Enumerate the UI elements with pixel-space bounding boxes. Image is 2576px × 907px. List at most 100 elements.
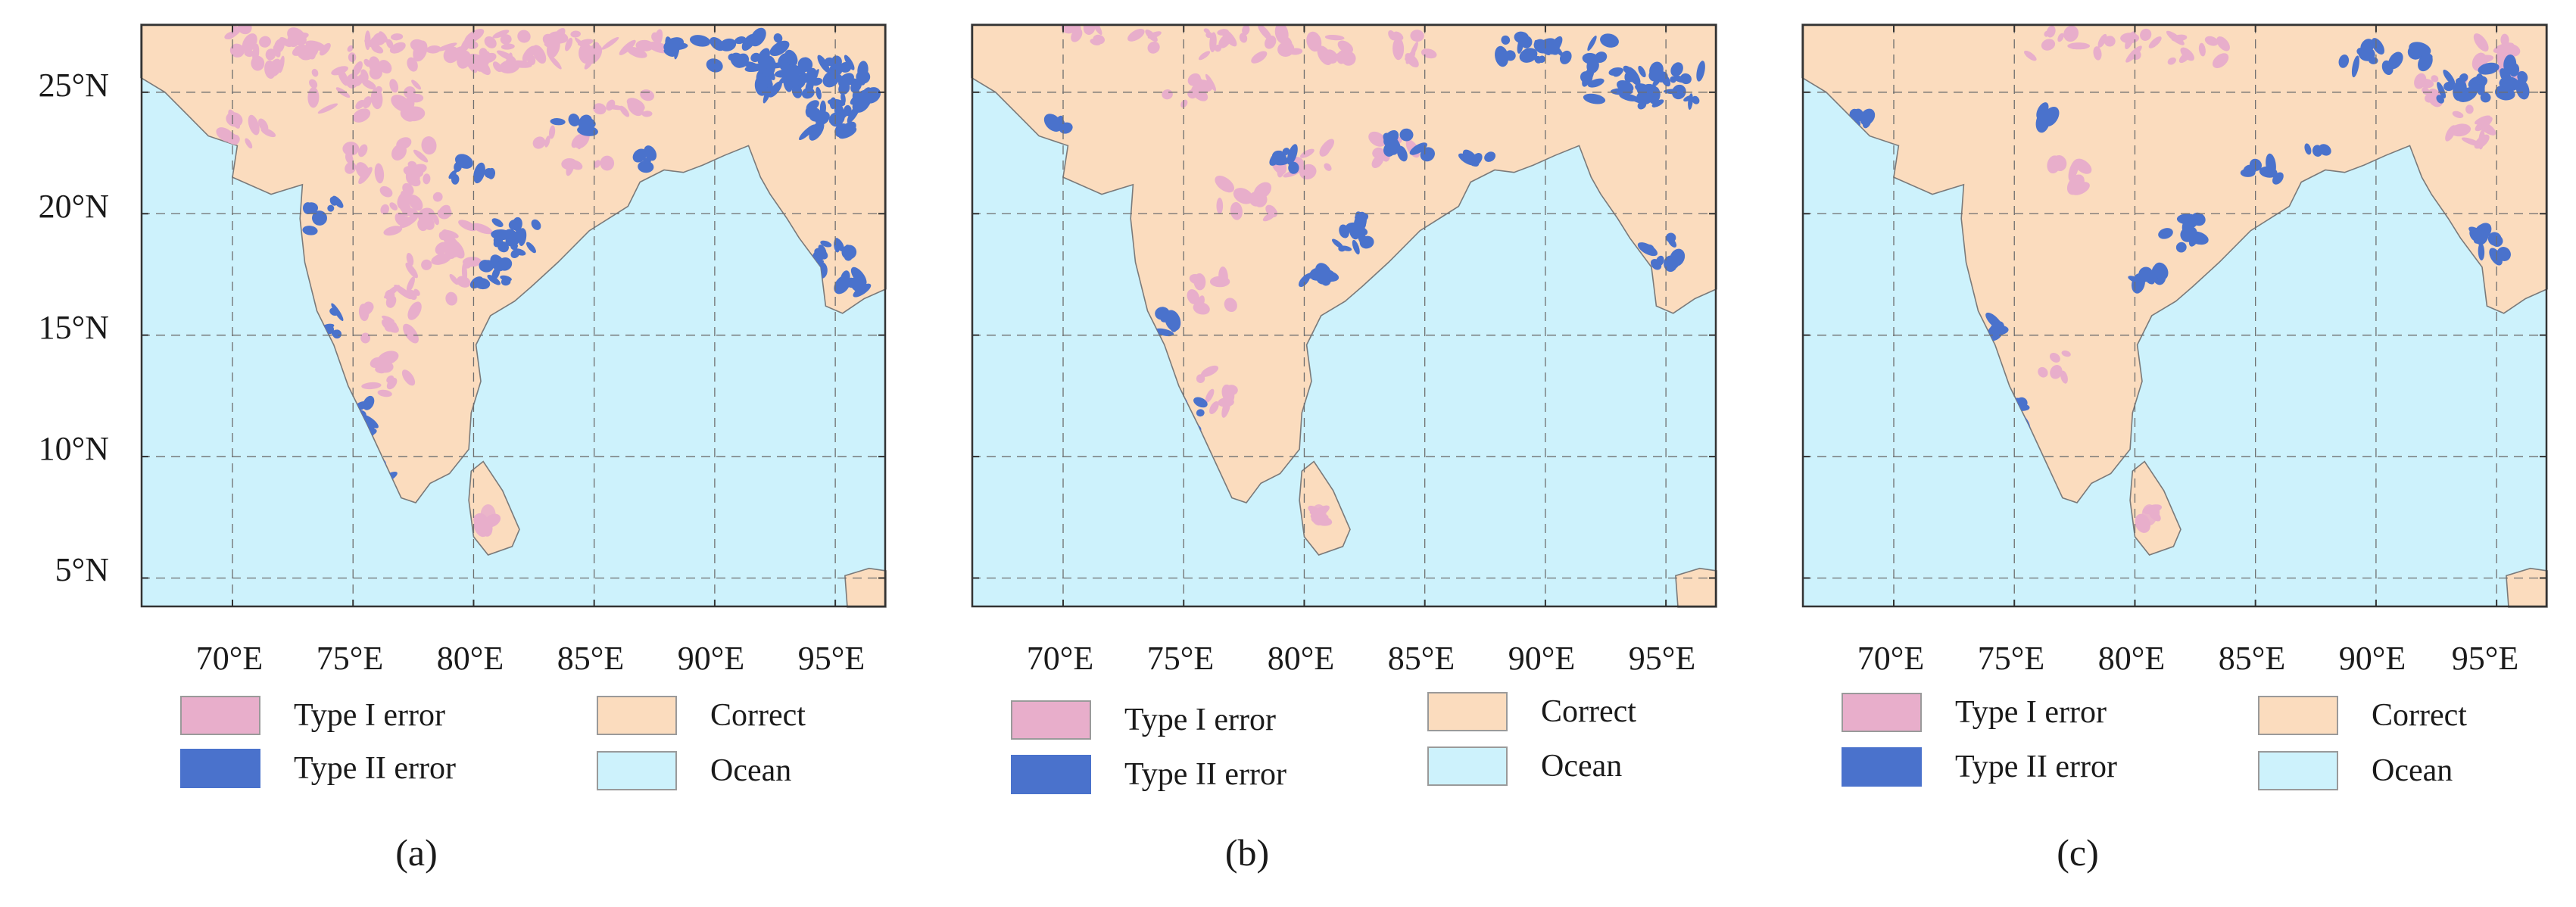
legend-swatch-type2 [180, 749, 260, 788]
lon-tick-90e: 90°E [1508, 640, 1576, 677]
type1-error-patch [1324, 49, 1338, 64]
type1-error-patch [2478, 129, 2485, 150]
type1-error-patch [1200, 365, 1219, 377]
type1-error-patch [449, 273, 459, 285]
type2-error-patch [1458, 153, 1476, 166]
type1-error-patch [2104, 36, 2116, 47]
legend-swatch-type1 [1842, 693, 1922, 732]
type2-error-patch [850, 266, 867, 286]
type1-error-patch [311, 68, 319, 77]
type2-error-patch [2351, 55, 2359, 78]
type2-error-patch [844, 104, 852, 117]
type1-error-patch [345, 152, 354, 164]
legend-label-type2: Type II error [294, 751, 456, 786]
type2-error-patch [638, 161, 654, 173]
type2-error-patch [331, 303, 344, 321]
type1-error-patch [400, 109, 415, 122]
type2-error-patch [1637, 101, 1647, 110]
type1-error-patch [2204, 36, 2219, 46]
type2-error-patch [2387, 51, 2403, 70]
type2-error-patch [2489, 248, 2503, 266]
lat-tick-5n: 5°N [55, 551, 109, 588]
type1-error-patch [1209, 401, 1219, 415]
type1-error-patch [1324, 34, 1345, 41]
type2-error-patch [312, 210, 327, 226]
type1-error-patch [1285, 40, 1290, 49]
type2-error-patch [1420, 147, 1435, 162]
type1-error-patch [465, 40, 479, 50]
type2-error-patch [304, 202, 318, 214]
type1-error-patch [395, 212, 407, 226]
map-panel-b: 25°N 70°E 75°E 80°E 85°E 90°E 95°E Type … [831, 0, 1717, 907]
type1-error-patch [1405, 50, 1416, 64]
type1-error-patch [619, 39, 636, 55]
type1-error-patch [1209, 276, 1230, 288]
type2-error-patch [1383, 132, 1401, 151]
type2-error-patch [2443, 69, 2456, 86]
type1-error-patch [405, 262, 418, 279]
type1-error-patch [1393, 31, 1404, 41]
type1-error-patch [1274, 24, 1289, 44]
type2-error-patch [500, 275, 512, 282]
lon-tick-80e: 80°E [2097, 640, 2166, 677]
type1-error-patch [379, 31, 388, 43]
type1-error-patch [431, 253, 452, 265]
type2-error-patch [746, 35, 756, 47]
type1-error-patch [547, 36, 560, 58]
lat-tick-25n: 25°N [38, 67, 109, 104]
type1-error-patch [2038, 366, 2048, 378]
type1-error-patch [2465, 104, 2474, 114]
type1-error-patch [1187, 289, 1200, 304]
type1-error-patch [472, 223, 493, 235]
type2-error-patch [1168, 311, 1179, 332]
type2-error-patch [1583, 93, 1606, 104]
type2-error-patch [644, 145, 657, 161]
type1-error-patch [1198, 295, 1205, 307]
type2-error-patch [1587, 78, 1605, 88]
type2-error-patch [2500, 68, 2512, 86]
type1-error-patch [355, 99, 365, 110]
type1-error-patch [2130, 49, 2141, 60]
type1-error-patch [407, 57, 418, 72]
type2-error-patch [1660, 73, 1671, 87]
type1-error-patch [1337, 40, 1353, 54]
lon-tick-80e: 80°E [436, 640, 504, 677]
type1-error-patch [585, 47, 600, 61]
type2-error-patch [1357, 231, 1368, 248]
type2-error-patch [816, 86, 822, 100]
type1-error-patch [2461, 137, 2482, 147]
type1-error-patch [1240, 191, 1249, 200]
type2-error-patch [491, 266, 501, 280]
legend-label-correct: Correct [710, 698, 806, 733]
type1-error-patch [2046, 25, 2056, 38]
type1-error-patch [360, 308, 373, 316]
type2-error-patch [488, 167, 496, 179]
legend-swatch-type2 [1011, 755, 1091, 794]
type2-error-patch [1862, 114, 1872, 129]
type1-error-patch [403, 165, 423, 178]
type1-error-patch [492, 61, 503, 73]
type2-error-patch [327, 204, 335, 212]
type2-error-patch [1852, 108, 1863, 122]
type1-error-patch [2445, 125, 2456, 142]
legend-swatch-correct [1427, 692, 1508, 731]
india-map [971, 23, 1717, 608]
type2-error-patch [2495, 87, 2515, 101]
type2-error-patch [2418, 53, 2433, 72]
map-frame [1801, 23, 2548, 608]
type2-error-patch [844, 245, 853, 254]
type1-error-patch [2474, 115, 2491, 125]
type1-error-patch [389, 42, 406, 54]
type1-error-patch [2060, 370, 2068, 384]
type1-error-patch [388, 295, 397, 308]
legend-label-correct: Correct [1541, 694, 1636, 729]
type2-error-patch [2478, 242, 2485, 260]
type2-error-patch [531, 219, 541, 230]
type2-error-patch [1655, 255, 1664, 266]
type1-error-patch [391, 144, 407, 161]
type2-error-patch [473, 162, 485, 184]
type1-error-patch [2061, 350, 2071, 357]
type1-error-patch [397, 191, 412, 210]
type2-error-patch [568, 114, 580, 126]
type2-error-patch [1338, 245, 1346, 252]
